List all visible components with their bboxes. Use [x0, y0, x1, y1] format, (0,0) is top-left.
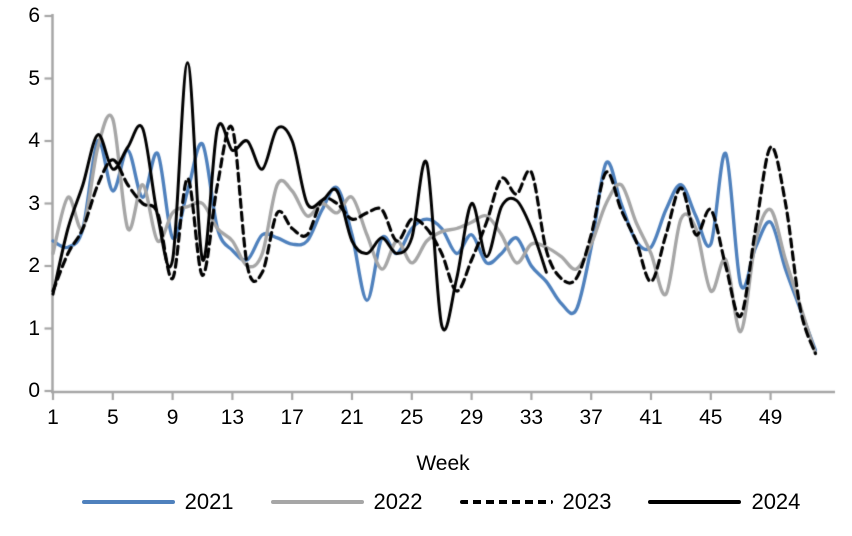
- legend-label: 2021: [184, 489, 234, 514]
- x-tick-label: 37: [579, 406, 603, 429]
- y-tick-label: 2: [28, 254, 40, 277]
- x-axis-title: Week: [416, 452, 470, 475]
- x-tick-label: 49: [758, 406, 783, 429]
- legend-line-sample: [459, 500, 553, 504]
- legend-label: 2023: [562, 489, 612, 514]
- legend-item-2022: 2022: [270, 489, 423, 515]
- x-tick-label: 9: [166, 406, 179, 429]
- y-tick-label: 3: [28, 191, 40, 215]
- x-tick-label: 45: [699, 406, 723, 429]
- y-tick-label: 0: [28, 379, 40, 402]
- legend-item-2024: 2024: [648, 489, 800, 515]
- x-tick-label: 17: [280, 406, 304, 429]
- x-tick-label: 13: [220, 406, 245, 429]
- legend-label: 2022: [373, 489, 423, 514]
- y-tick-label: 1: [28, 316, 40, 340]
- legend-line-sample: [81, 500, 175, 504]
- legend-item-2021: 2021: [81, 489, 234, 515]
- legend-line-sample: [648, 500, 742, 504]
- x-tick-label: 33: [519, 406, 544, 429]
- x-tick-label: 29: [459, 406, 484, 429]
- y-tick-label: 5: [28, 66, 40, 90]
- x-tick-label: 21: [340, 406, 364, 429]
- legend-label: 2024: [751, 489, 801, 514]
- legend-line-sample: [270, 500, 364, 504]
- x-tick-label: 41: [639, 406, 663, 429]
- y-tick-label: 4: [28, 129, 40, 152]
- chart-legend: 2021 2022 2023 2024: [0, 489, 852, 515]
- x-tick-label: 5: [106, 406, 119, 429]
- x-tick-label: 1: [47, 406, 59, 429]
- legend-item-2023: 2023: [459, 489, 612, 515]
- x-tick-label: 25: [400, 406, 424, 429]
- y-tick-label: 6: [28, 4, 40, 27]
